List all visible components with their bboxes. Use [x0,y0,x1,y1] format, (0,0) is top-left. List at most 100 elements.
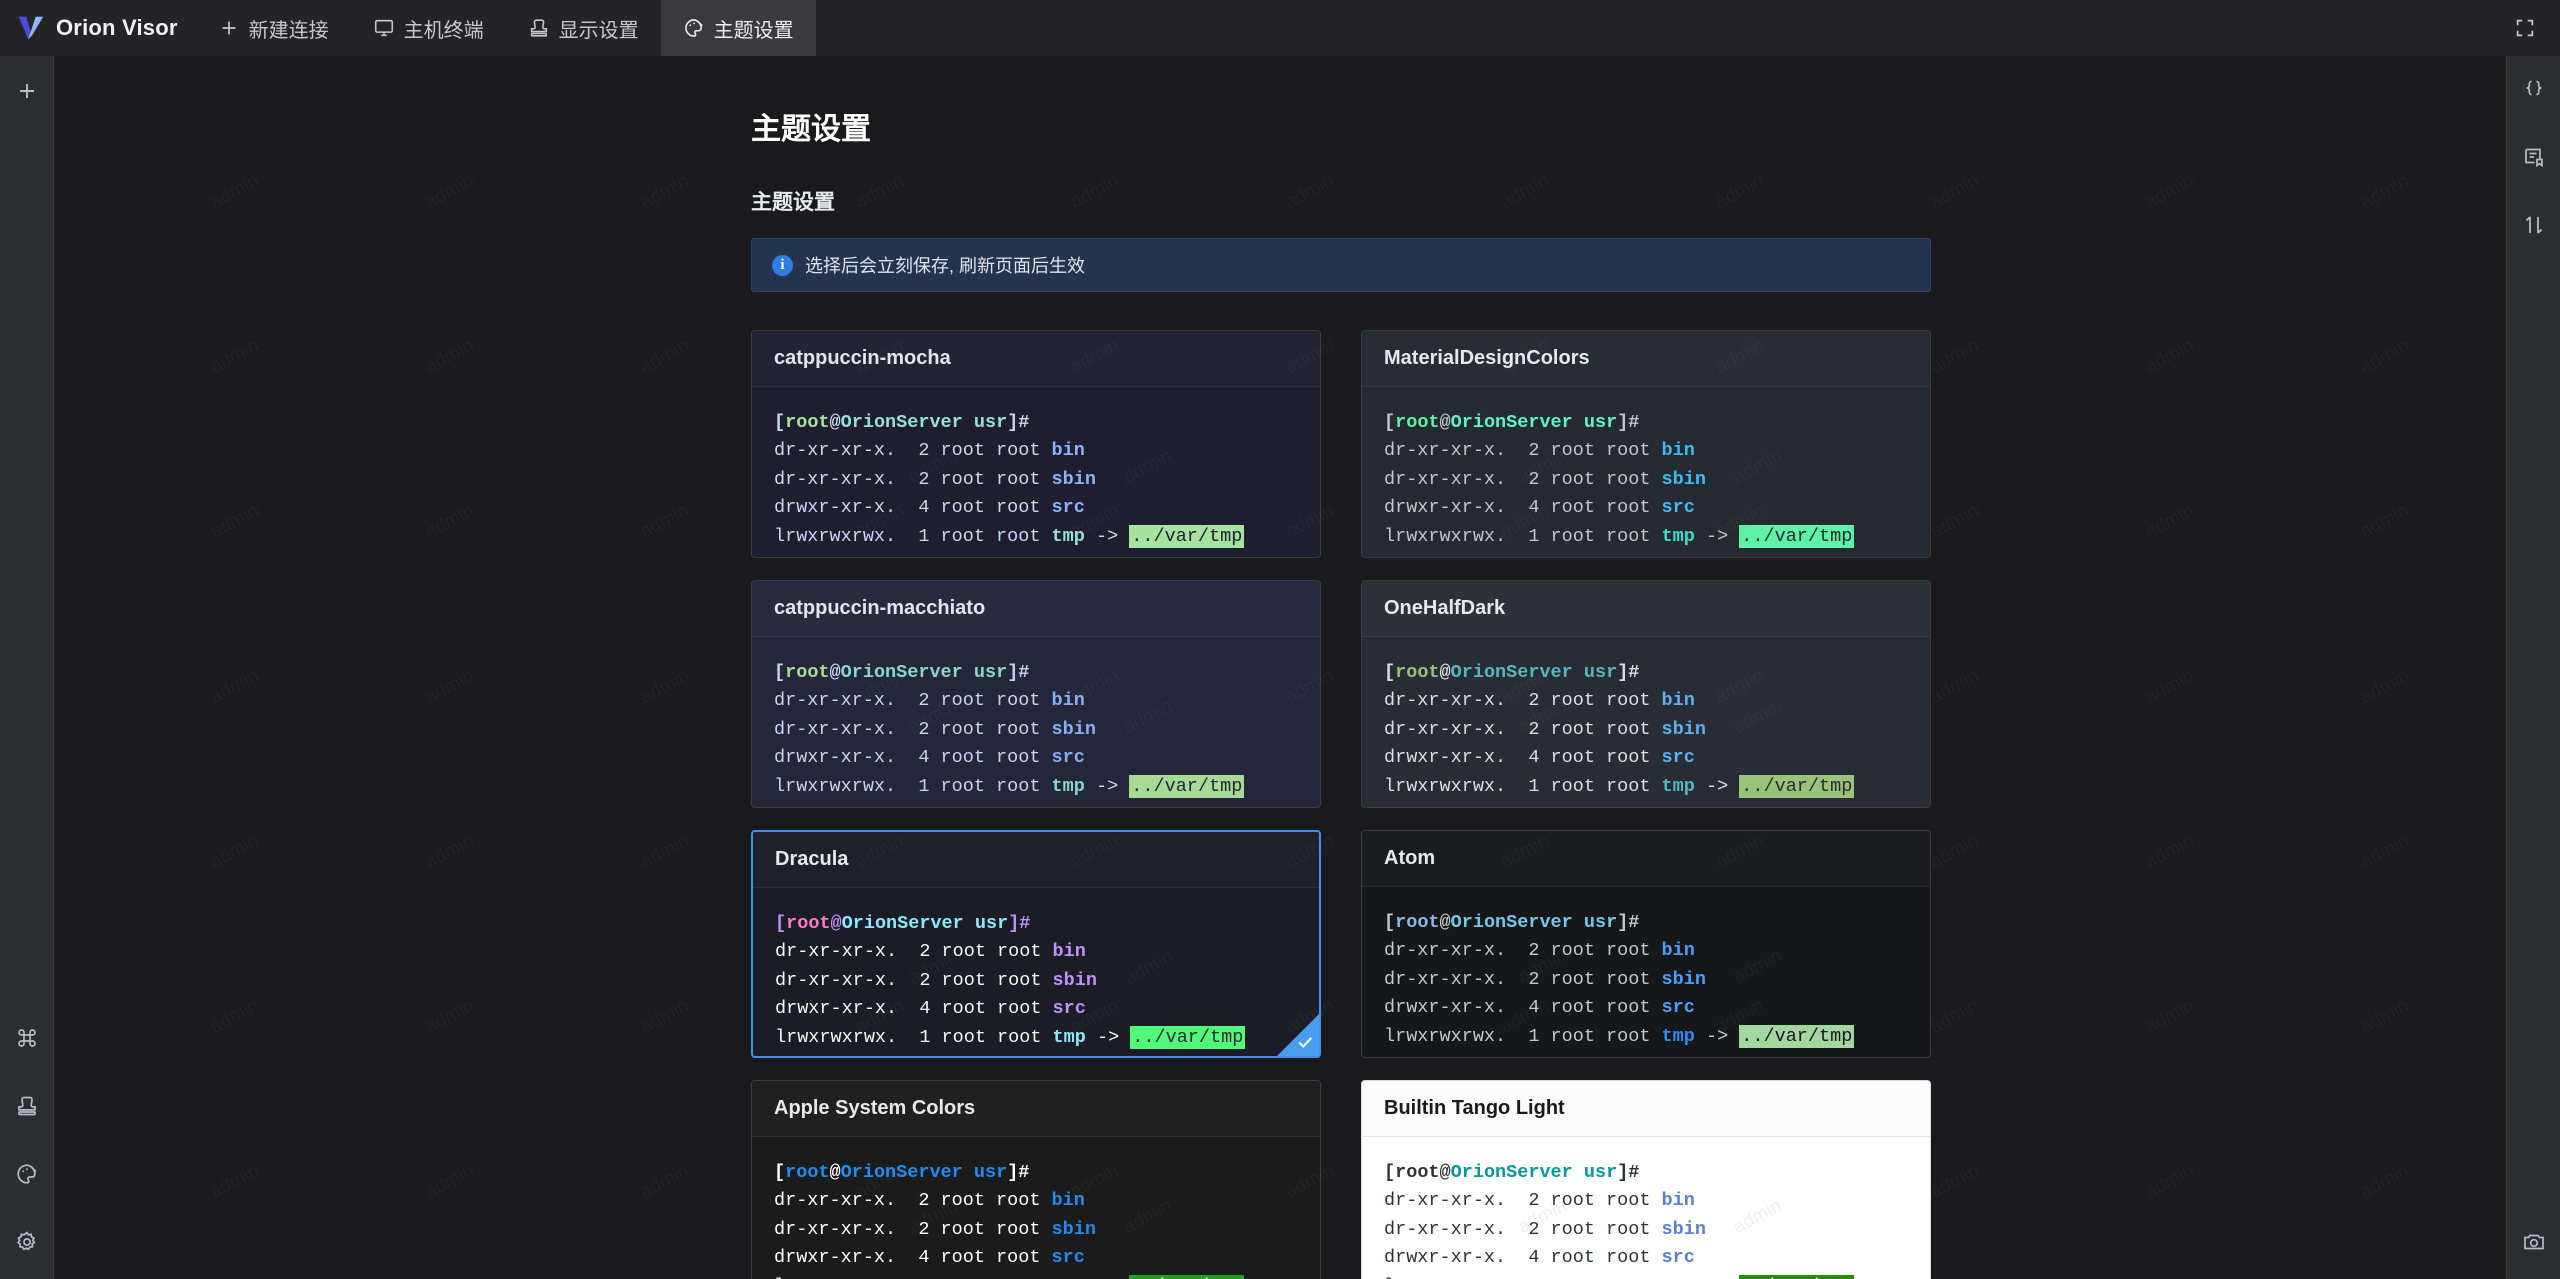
nav-tabs: 新建连接 主机终端 显示设置 [196,0,816,56]
theme-card[interactable]: MaterialDesignColors [root@OrionServer us… [1361,330,1931,558]
snippet-icon [2524,148,2543,168]
stamp-icon [530,19,547,37]
palette-icon [684,19,703,37]
theme-card-preview: [root@OrionServer usr]# dr-xr-xr-x. 2 roo… [1362,387,1930,551]
theme-card[interactable]: Builtin Tango Light [root@OrionServer usr… [1361,1080,1931,1279]
terminal-row: drwxr-xr-x. 4 root root src [1384,497,1695,519]
fullscreen-button[interactable] [2508,11,2542,45]
command-icon [17,1029,36,1047]
tab-label: 主题设置 [713,19,794,42]
theme-card[interactable]: catppuccin-macchiato [root@OrionServer us… [751,580,1321,808]
tab-display-settings[interactable]: 显示设置 [506,0,661,56]
terminal-row: drwxr-xr-x. 4 root root src [1384,997,1695,1019]
orion-visor-logo-icon [18,16,44,40]
tab-host-terminal[interactable]: 主机终端 [351,0,506,56]
right-sidebar [2506,56,2560,1279]
theme-card[interactable]: catppuccin-mocha [root@OrionServer usr]# d… [751,330,1321,558]
theme-card-title: catppuccin-mocha [752,331,1320,387]
sidebar-item-display-settings[interactable] [10,1089,44,1123]
terminal-row: drwxr-xr-x. 4 root root src [1384,747,1695,769]
sidebar-item-new-connection[interactable] [10,74,44,108]
terminal-prompt-line: [root@OrionServer usr]# [1384,662,1640,683]
sidebar-item-screenshot[interactable] [2517,1225,2551,1259]
sidebar-item-transfer[interactable] [2517,208,2551,242]
terminal-row: dr-xr-xr-x. 2 root root bin [1384,440,1695,462]
terminal-row: dr-xr-xr-x. 2 root root sbin [774,468,1096,490]
braces-icon [2526,80,2541,96]
fullscreen-icon [2516,19,2534,37]
theme-card[interactable]: Apple System Colors [root@OrionServer usr… [751,1080,1321,1279]
terminal-row: dr-xr-xr-x. 2 root root sbin [1384,718,1706,740]
terminal-row: dr-xr-xr-x. 2 root root bin [775,941,1086,963]
sidebar-item-settings[interactable] [10,1225,44,1259]
plus-icon [222,21,236,35]
page-title: 主题设置 [751,113,871,146]
theme-card-title: Apple System Colors [752,1081,1320,1137]
terminal-row: drwxr-xr-x. 4 root root src [774,1247,1085,1269]
notice-banner: i 选择后会立刻保存, 刷新页面后生效 [751,238,1931,292]
main-content: adminadminadminadminadminadminadminadmin… [54,56,2506,1279]
terminal-row: dr-xr-xr-x. 2 root root bin [1384,1190,1695,1212]
terminal-row: dr-xr-xr-x. 2 root root bin [774,440,1085,462]
section-title: 主题设置 [751,191,835,214]
theme-card-title: Atom [1362,831,1930,887]
info-icon: i [772,254,793,276]
brand-name: Orion Visor [56,15,178,40]
terminal-prompt-line: [root@OrionServer usr]# [774,662,1030,683]
top-bar-right [2508,11,2560,45]
theme-card-title: Builtin Tango Light [1362,1081,1930,1137]
top-bar: Orion Visor 新建连接 主机终端 显示设置 [0,0,2560,56]
theme-card-title: OneHalfDark [1362,581,1930,637]
camera-icon [2523,1234,2544,1250]
terminal-row: drwxr-xr-x. 4 root root src [1384,1247,1695,1269]
terminal-row: lrwxrwxrwx. 1 root root tmp -> ../var/tm… [1384,774,1855,798]
stamp-icon [17,1096,36,1116]
terminal-prompt-line: [root@OrionServer usr]# [1384,412,1640,433]
tab-new-connection[interactable]: 新建连接 [196,0,351,56]
terminal-row: lrwxrwxrwx. 1 root root tmp -> ../var/tm… [1384,1024,1855,1048]
app-body: adminadminadminadminadminadminadminadmin… [0,56,2560,1279]
theme-card[interactable]: Dracula [root@OrionServer usr]# dr-xr-xr-x… [751,830,1321,1058]
theme-card-preview: [root@OrionServer usr]# dr-xr-xr-x. 2 roo… [752,1137,1320,1279]
theme-grid: catppuccin-mocha [root@OrionServer usr]# d… [751,330,1931,1279]
theme-card-preview: [root@OrionServer usr]# dr-xr-xr-x. 2 roo… [753,888,1319,1052]
terminal-prompt-line: [root@OrionServer usr]# [1384,912,1640,933]
terminal-row: drwxr-xr-x. 4 root root src [774,497,1085,519]
terminal-row: drwxr-xr-x. 4 root root src [775,998,1086,1020]
terminal-row: dr-xr-xr-x. 2 root root bin [774,690,1085,712]
selected-check-icon [1277,1014,1319,1056]
terminal-row: lrwxrwxrwx. 1 root root tmp -> ../var/tm… [774,524,1245,548]
terminal-row: lrwxrwxrwx. 1 root root tmp -> ../var/tm… [775,1025,1246,1049]
theme-card-preview: [root@OrionServer usr]# dr-xr-xr-x. 2 roo… [752,637,1320,801]
sidebar-item-variables[interactable] [2517,72,2551,106]
theme-settings-page: 主题设置 主题设置 i 选择后会立刻保存, 刷新页面后生效 catppuccin… [54,56,2506,1279]
monitor-icon [374,19,393,37]
tab-label: 主机终端 [403,19,484,42]
theme-card-title: MaterialDesignColors [1362,331,1930,387]
tab-label: 显示设置 [558,19,639,42]
terminal-row: dr-xr-xr-x. 2 root root sbin [1384,1218,1706,1240]
theme-card-preview: [root@OrionServer usr]# dr-xr-xr-x. 2 roo… [1362,887,1930,1051]
tab-label: 新建连接 [248,19,329,42]
left-sidebar-bottom [10,1021,44,1265]
terminal-row: dr-xr-xr-x. 2 root root sbin [1384,968,1706,990]
gear-icon [16,1231,35,1251]
transfer-icon [2525,216,2542,234]
terminal-prompt-line: [root@OrionServer usr]# [775,913,1031,934]
terminal-row: dr-xr-xr-x. 2 root root bin [1384,690,1695,712]
terminal-row: lrwxrwxrwx. 1 root root tmp -> ../var/tm… [1384,1273,1908,1279]
terminal-row: dr-xr-xr-x. 2 root root bin [774,1190,1085,1212]
theme-card-preview: [root@OrionServer usr]# dr-xr-xr-x. 2 roo… [1362,637,1930,801]
sidebar-item-command-palette[interactable] [10,1021,44,1055]
notice-text: 选择后会立刻保存, 刷新页面后生效 [805,256,1086,276]
tab-theme-settings[interactable]: 主题设置 [660,0,816,56]
sidebar-item-theme-settings[interactable] [10,1157,44,1191]
plus-icon [19,84,34,98]
theme-card-preview: [root@OrionServer usr]# dr-xr-xr-x. 2 roo… [1362,1137,1930,1279]
terminal-row: lrwxrwxrwx. 1 root root tmp -> ../var/tm… [774,1273,1298,1279]
theme-card[interactable]: OneHalfDark [root@OrionServer usr]# dr-xr-… [1361,580,1931,808]
sidebar-item-snippets[interactable] [2517,140,2551,174]
theme-card[interactable]: Atom [root@OrionServer usr]# dr-xr-xr-x. 2… [1361,830,1931,1058]
terminal-row: dr-xr-xr-x. 2 root root sbin [775,969,1097,991]
